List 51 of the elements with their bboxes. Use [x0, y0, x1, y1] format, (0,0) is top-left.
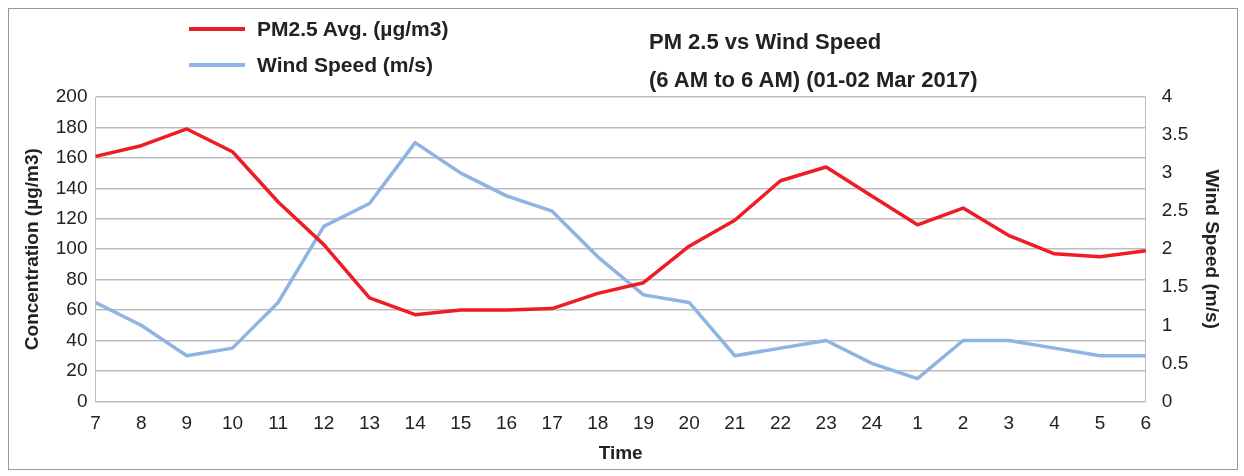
- x-tick-label: 20: [678, 412, 700, 434]
- x-tick-label: 5: [1094, 412, 1106, 434]
- x-tick-label: 23: [815, 412, 837, 434]
- x-tick-label: 7: [90, 412, 101, 434]
- chart-subtitle: (6 AM to 6 AM) (01-02 Mar 2017): [649, 66, 978, 94]
- x-tick-label: 22: [769, 412, 792, 434]
- y2-tick-label: 1: [1161, 313, 1173, 335]
- legend-label: PM2.5 Avg. (µg/m3): [257, 17, 449, 41]
- y-tick-label: 20: [66, 359, 88, 381]
- y-tick-label: 40: [66, 328, 88, 350]
- x-tick-label: 17: [541, 412, 563, 434]
- x-tick-label: 24: [861, 412, 883, 434]
- y-tick-label: 100: [55, 237, 88, 259]
- x-tick-label: 1: [912, 412, 923, 434]
- x-tick-label: 21: [724, 412, 746, 434]
- x-tick-label: 15: [450, 412, 472, 434]
- legend-label: Wind Speed (m/s): [257, 53, 433, 77]
- y2-tick-label: 2.5: [1161, 199, 1189, 221]
- x-tick-label: 19: [632, 412, 655, 434]
- x-tick-label: 9: [181, 412, 193, 434]
- x-tick-label: 12: [313, 412, 335, 434]
- x-tick-label: 8: [135, 412, 147, 434]
- y2-tick-label: 0.5: [1161, 351, 1189, 373]
- y-tick-label: 160: [55, 146, 88, 168]
- x-tick-label: 13: [358, 412, 381, 434]
- y2-axis-title: Wind Speed (m/s): [1202, 169, 1224, 329]
- y-tick-label: 0: [76, 389, 88, 411]
- x-axis-title: Time: [598, 441, 643, 463]
- chart-title: PM 2.5 vs Wind Speed: [649, 28, 883, 56]
- x-tick-label: 11: [268, 412, 289, 434]
- y2-tick-label: 1.5: [1161, 275, 1189, 297]
- x-tick-label: 18: [587, 412, 609, 434]
- x-tick-label: 10: [221, 412, 244, 434]
- y-tick-label: 120: [55, 206, 88, 228]
- y-axis-title: Concentration (µg/m3): [20, 148, 42, 351]
- x-tick-label: 3: [1003, 412, 1015, 434]
- y2-tick-label: 4: [1161, 85, 1173, 107]
- x-tick-label: 16: [495, 412, 518, 434]
- y-tick-label: 60: [66, 298, 88, 320]
- x-tick-label: 14: [404, 412, 427, 434]
- y2-tick-label: 0: [1161, 389, 1173, 411]
- y-tick-label: 80: [66, 267, 88, 289]
- y2-tick-label: 3.5: [1161, 123, 1189, 145]
- x-tick-label: 2: [957, 412, 969, 434]
- x-tick-label: 4: [1049, 412, 1061, 434]
- y-tick-label: 140: [55, 176, 88, 198]
- x-tick-label: 6: [1140, 412, 1152, 434]
- y-tick-label: 200: [55, 85, 88, 107]
- y-tick-label: 180: [55, 115, 88, 137]
- y2-tick-label: 3: [1161, 161, 1173, 183]
- y2-tick-label: 2: [1161, 237, 1173, 259]
